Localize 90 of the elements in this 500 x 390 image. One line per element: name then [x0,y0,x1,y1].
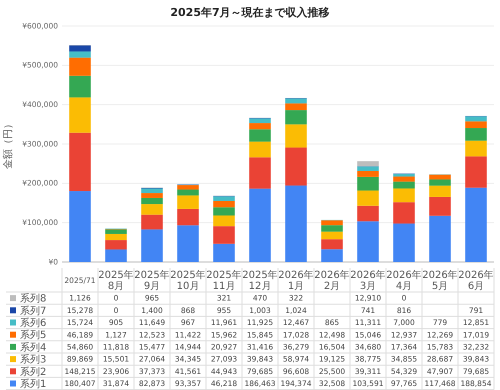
legend-label: 系列2 [20,366,46,378]
bar [177,190,199,196]
bar [357,176,379,191]
bar [69,76,91,98]
bar [321,249,343,262]
bar [285,148,307,186]
bar [357,221,379,262]
bar [429,186,451,197]
chart-title: 2025年7月～現在まで収入推移 [170,6,330,19]
bar [465,116,487,122]
bar [321,232,343,240]
bar [285,124,307,148]
bar [69,97,91,133]
bar [141,193,163,198]
bar [357,161,379,166]
bar [321,239,343,250]
bar [465,121,487,128]
bar [177,208,199,226]
x-tick-label: 2025年8月 [98,269,134,292]
bar [105,240,127,250]
x-tick-label: 2026年4月 [386,269,422,292]
bar [357,206,379,222]
bar [393,174,415,177]
legend-label: 系列4 [20,341,46,354]
legend-label: 系列8 [20,292,46,305]
bar [285,103,307,110]
bar [429,179,451,186]
bar [249,123,271,130]
bar [249,142,271,158]
bar [69,51,91,58]
bar [249,188,271,262]
legend-label: 系列7 [20,304,46,317]
bar [69,45,91,52]
bar [357,190,379,206]
bar [105,249,127,262]
x-tick-label: 2025年11月 [206,269,242,292]
bar [393,202,415,224]
bar [249,118,271,124]
legend-label: 系列1 [20,378,46,390]
bar [393,224,415,262]
bar [357,166,379,171]
bar [141,214,163,230]
x-tick-label: 2026年5月 [422,269,458,292]
bar [285,186,307,262]
bar [141,229,163,262]
bar [177,185,199,190]
bar [429,174,451,180]
bar [357,170,379,177]
bar [213,196,235,201]
x-tick-label: 2026年1月 [278,269,314,292]
bar [105,229,127,234]
bar [465,128,487,141]
legend-label: 系列3 [20,354,46,366]
bar [69,132,91,192]
bar [177,195,199,209]
x-tick-label: 2025年9月 [134,269,170,292]
bar [321,225,343,232]
bar [249,129,271,142]
x-tick-label: 2026年2月 [314,269,350,292]
bar [105,234,127,240]
x-tick-label: 2025年12月 [242,269,278,292]
bar [465,140,487,156]
bar [429,196,451,216]
bar [213,207,235,216]
bar [393,182,415,188]
bar [249,157,271,189]
bar [213,244,235,262]
bar [321,220,343,226]
legend-label: 系列5 [20,329,46,342]
bar [141,198,163,204]
bar [393,176,415,182]
x-tick-label: 2025年10月 [170,269,206,292]
bar [393,188,415,202]
bar [285,110,307,124]
bar [141,204,163,215]
y-axis-title: 金額（円） [2,119,14,169]
bar [213,200,235,208]
bar [213,226,235,244]
bar [465,156,487,188]
x-tick-label: 2026年3月 [350,269,386,292]
x-tick-label: 2026年6月 [458,269,494,292]
bar [141,188,163,194]
bar [465,188,487,262]
bar [285,98,307,104]
bar [69,58,91,76]
bar [177,225,199,262]
bar [213,215,235,226]
bar [69,191,91,262]
legend-label: 系列6 [20,317,46,329]
bar [429,216,451,262]
